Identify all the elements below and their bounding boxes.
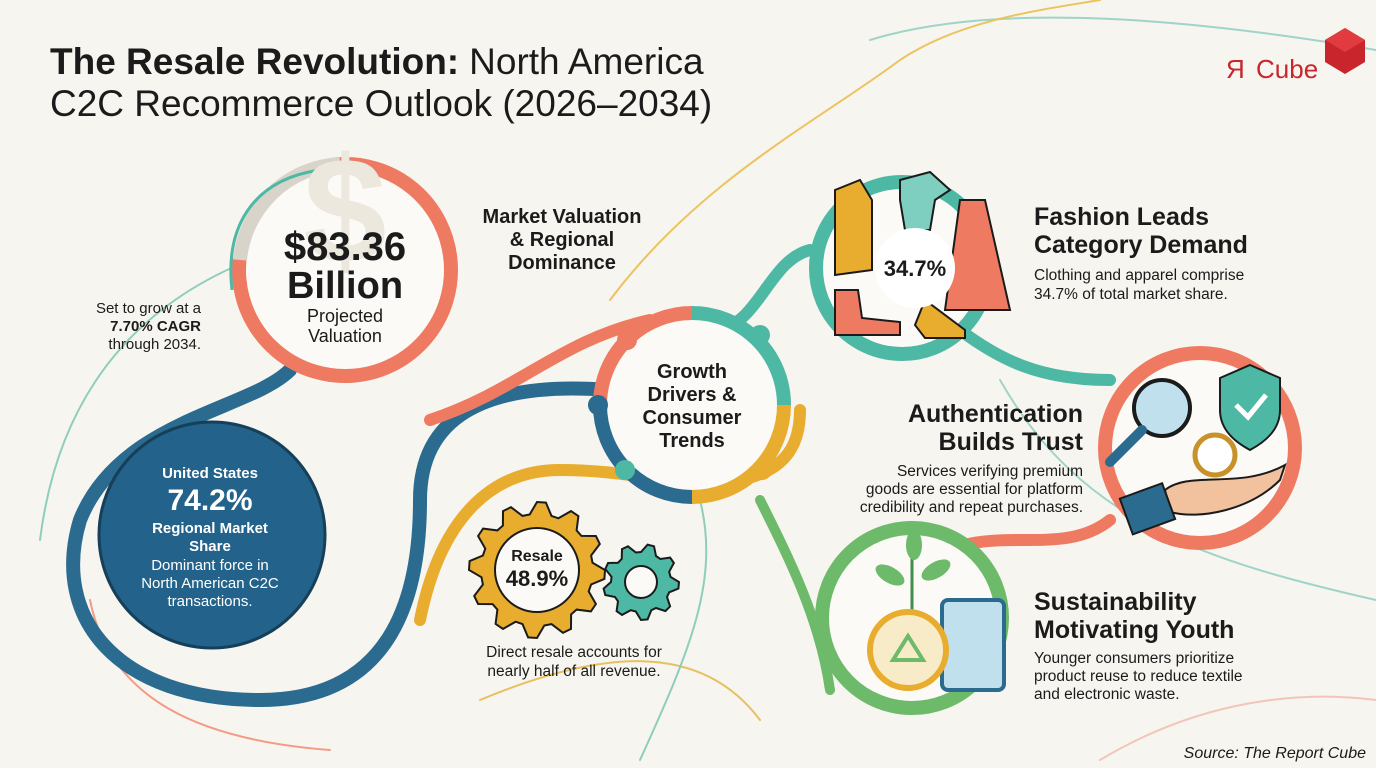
fashion-description: 34.7% of total market share. (1034, 286, 1228, 303)
resale-label: Resale (511, 548, 563, 565)
watch-icon (1192, 432, 1238, 478)
check-icon (1234, 393, 1268, 421)
fashion-badge (875, 228, 955, 308)
sustain-title: Motivating Youth (1034, 616, 1234, 644)
hand-icon (1163, 462, 1287, 516)
magnifier-handle (1105, 425, 1147, 467)
hub-label: Drivers & (648, 384, 737, 406)
fashion-title: Category Demand (1034, 231, 1248, 259)
section-label: Market Valuation (483, 206, 642, 228)
source: Source: The Report Cube (1184, 745, 1366, 762)
growth-note: through 2034. (108, 336, 201, 353)
fashion-value: 34.7% (884, 256, 946, 281)
gear-hub (494, 527, 580, 613)
valuation-caption: Valuation (308, 326, 382, 346)
magnifier-icon (1132, 378, 1192, 438)
hub-dot (750, 325, 770, 345)
leaf-icon (875, 564, 905, 586)
sustain-title: Sustainability (1034, 588, 1197, 616)
gear-hub (624, 565, 658, 599)
dollar-watermark: $ (303, 126, 386, 294)
section-label: & Regional (510, 229, 614, 251)
auth-description: goods are essential for platform (866, 481, 1083, 498)
hub-label: Trends (659, 430, 725, 452)
sustainability: Sustainability Motivating Youth Younger … (815, 521, 1243, 715)
logo-text: Cube (1256, 54, 1318, 84)
valuation: $ $83.36 Billion Projected Valuation (229, 126, 458, 383)
title-line-1: The Resale Revolution: North America (50, 41, 704, 82)
hub-dot (615, 460, 635, 480)
growth-note-rate: 7.70% CAGR (110, 318, 201, 335)
leaf-icon (906, 530, 922, 560)
valuation-caption: Projected (307, 306, 383, 326)
hub-dot (588, 395, 608, 415)
regional-share: United States 74.2% Regional Market Shar… (97, 420, 327, 650)
hub-dot (617, 330, 637, 350)
valuation-arc (229, 168, 321, 291)
auth-title: Builds Trust (939, 428, 1084, 456)
shirt-icon (899, 170, 952, 231)
recycle-icon (867, 609, 949, 691)
gear (602, 543, 681, 622)
valuation-unit: Billion (287, 265, 403, 307)
auth-title: Authentication (908, 400, 1083, 428)
hub-label: Growth (657, 361, 727, 383)
shield-icon (1219, 363, 1281, 452)
fashion: 34.7% Fashion Leads Category Demand Clot… (809, 170, 1248, 361)
resale: Resale 48.9% Direct resale accounts for … (467, 500, 681, 680)
gear (467, 500, 607, 640)
regional-description: transactions. (167, 593, 252, 610)
auth-description: Services verifying premium (897, 463, 1083, 480)
regional-circle (97, 420, 327, 650)
section-label: Dominance (508, 252, 616, 274)
sustain-description: Younger consumers prioritize (1034, 650, 1234, 667)
fashion-description: Clothing and apparel comprise (1034, 267, 1244, 284)
sustain-description: and electronic waste. (1034, 686, 1180, 703)
fashion-title: Fashion Leads (1034, 203, 1209, 231)
regional-description: North American C2C (141, 575, 279, 592)
leaf-icon (921, 559, 951, 581)
regional-country: United States (162, 465, 258, 482)
logo: Я Cube (1226, 28, 1365, 84)
hub-label: Consumer (643, 407, 742, 429)
logo-mark: Я (1226, 54, 1245, 84)
valuation-amount: $83.36 (284, 225, 406, 269)
logo-cube-top (1325, 28, 1365, 52)
sleeve-icon (1118, 481, 1177, 536)
regional-label: Share (189, 538, 231, 555)
title-line-2: C2C Recommerce Outlook (2026–2034) (50, 83, 712, 124)
sustain-description: product reuse to reduce textile (1034, 668, 1243, 685)
recycle-symbol (889, 632, 927, 662)
valuation-ring-gray (233, 157, 341, 261)
resale-value: 48.9% (506, 566, 568, 591)
jacket-icon (834, 178, 873, 277)
regional-value: 74.2% (167, 484, 252, 517)
hub-fill (600, 313, 784, 497)
regional-description: Dominant force in (151, 557, 269, 574)
hub-dot (752, 460, 772, 480)
regional-label: Regional Market (152, 520, 268, 537)
title-rest: North America (469, 41, 704, 82)
resale-description: Direct resale accounts for (486, 644, 662, 661)
shoe-icon (834, 289, 901, 336)
auth-description: credibility and repeat purchases. (860, 499, 1083, 516)
tablet-icon (940, 598, 1006, 692)
growth-note: Set to grow at a (96, 300, 202, 317)
resale-description: nearly half of all revenue. (487, 663, 660, 680)
title-bold: The Resale Revolution: (50, 41, 459, 82)
authentication: Authentication Builds Trust Services ver… (860, 346, 1302, 550)
hub: Growth Drivers & Consumer Trends (588, 306, 791, 504)
